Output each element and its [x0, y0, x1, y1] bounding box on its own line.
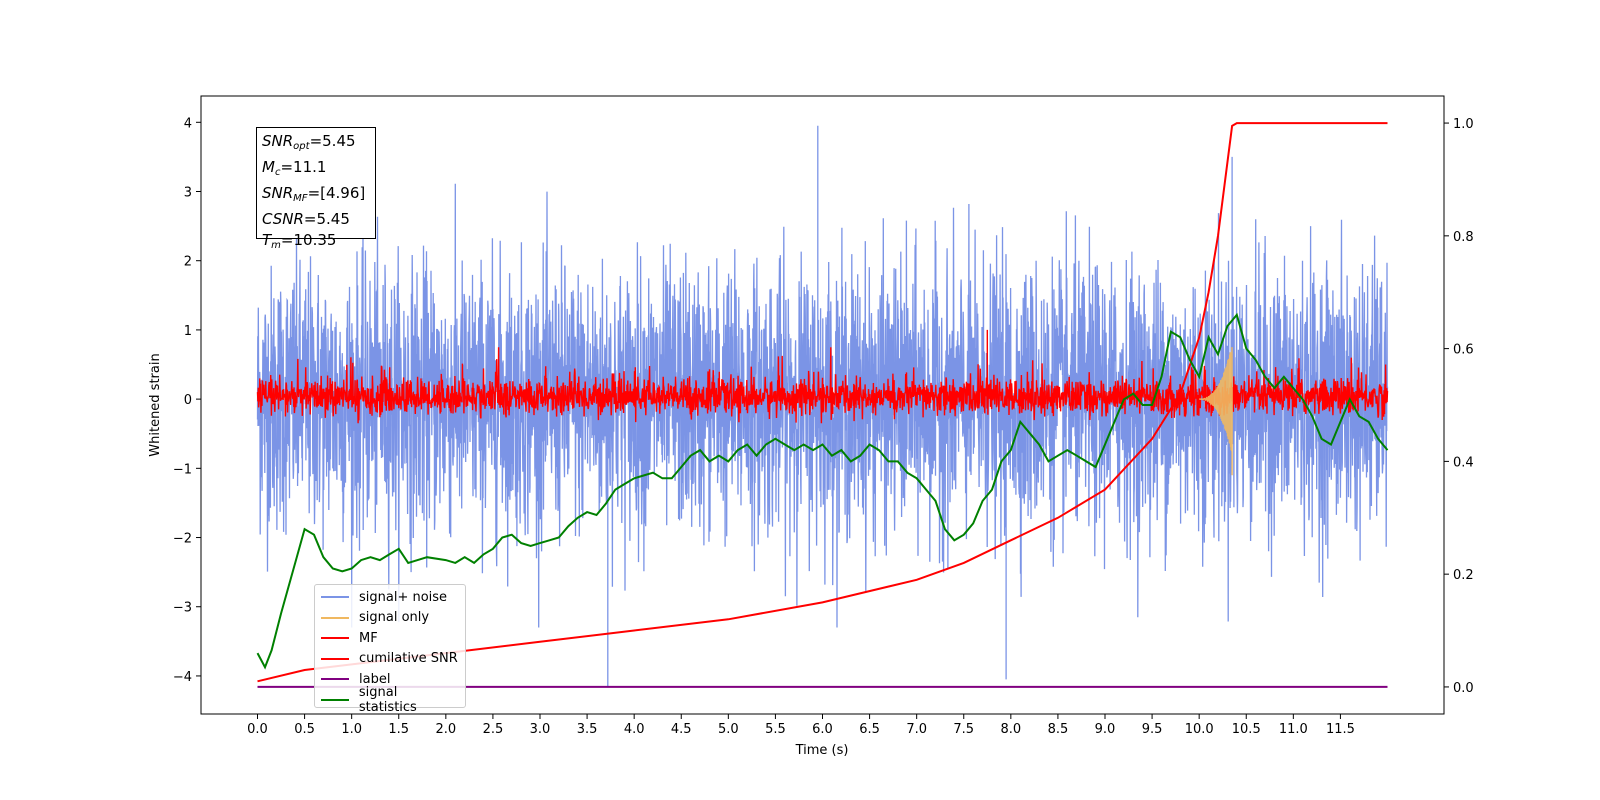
x-tick-label: 3.0 [530, 722, 551, 737]
x-axis-label: Time (s) [795, 743, 849, 758]
legend-entry: signal only [321, 608, 459, 629]
legend-swatch [321, 637, 349, 640]
x-tick-label: 7.5 [953, 722, 974, 737]
y-tick-label: 2 [184, 255, 192, 270]
legend-swatch [321, 657, 349, 660]
legend-entry: cumilative SNR [321, 649, 459, 670]
legend-label: signal statistics [358, 684, 417, 715]
snr-mf-label: SNRMF=[4.96] [262, 184, 366, 204]
series-mf-line [256, 329, 1389, 424]
legend-entry: MF [321, 628, 459, 649]
stats-annotation-box: SNRopt=5.45 Mc=11.1 SNRMF=[4.96] CSNR=5.… [256, 127, 376, 251]
y-tick-label: 4 [184, 116, 192, 131]
y-axis-label: Whitened strain [148, 353, 163, 456]
x-tick-label: 1.0 [341, 722, 362, 737]
legend-label: MF [359, 630, 378, 646]
csnr-label: CSNR=5.45 [262, 210, 350, 228]
axes: 0.0 0.5 1.0 1.5 2.0 2.5 3.0 3.5 4.0 4.5 5.0 5.5 6.0 6… [173, 116, 1474, 737]
legend-swatch [321, 616, 349, 619]
x-tick-label: 9.5 [1142, 722, 1163, 737]
legend-label: label [359, 671, 391, 687]
series-signal-noise-line [256, 125, 1389, 687]
series-cumulative-snr-line [257, 122, 1388, 683]
x-tick-label: 11.0 [1279, 722, 1308, 737]
x-tick-label: 8.0 [1000, 722, 1021, 737]
x-tick-label: 6.5 [859, 722, 880, 737]
x-tick-label: 10.0 [1185, 722, 1214, 737]
y-tick-label: −4 [173, 670, 192, 685]
x-tick-label: 9.0 [1095, 722, 1116, 737]
x-tick-label: 1.5 [388, 722, 409, 737]
y-tick-label: −1 [173, 462, 192, 477]
x-tick-label: 3.5 [577, 722, 598, 737]
y-tick-label: −3 [173, 601, 192, 616]
legend-entry: signal statistics [321, 685, 459, 715]
y2-tick-label: 0.0 [1453, 681, 1474, 696]
y2-tick-label: 0.8 [1453, 230, 1474, 245]
x-tick-label: 4.5 [671, 722, 692, 737]
merger-time-label: Tm=10.35 [262, 231, 337, 251]
legend-label: signal+ noise [359, 589, 448, 605]
x-tick-label: 2.5 [483, 722, 504, 737]
legend-label: cumilative SNR [359, 651, 458, 667]
legend-swatch [321, 596, 349, 599]
legend-swatch [321, 698, 349, 701]
x-tick-label: 11.5 [1326, 722, 1355, 737]
legend-label: signal only [359, 610, 430, 626]
legend-entry: signal+ noise [321, 587, 459, 608]
legend: signal+ noise signal only MF cumilative SNR… [314, 584, 466, 715]
y2-tick-label: 0.4 [1453, 455, 1474, 470]
y-tick-label: −2 [173, 532, 192, 547]
y2-tick-label: 0.2 [1453, 568, 1474, 583]
series-signal-statistics-line [256, 312, 1389, 670]
x-tick-label: 0.5 [294, 722, 315, 737]
x-tick-label: 7.0 [906, 722, 927, 737]
series-signal-only-line [1199, 347, 1233, 476]
x-tick-label: 8.5 [1048, 722, 1069, 737]
y-tick-label: 3 [184, 186, 192, 201]
chirp-mass-label: Mc=11.1 [262, 158, 327, 178]
x-tick-label: 0.0 [247, 722, 268, 737]
x-tick-label: 10.5 [1232, 722, 1261, 737]
y-tick-label: 1 [184, 324, 192, 339]
legend-swatch [321, 678, 349, 681]
x-tick-label: 6.0 [812, 722, 833, 737]
x-tick-label: 5.5 [765, 722, 786, 737]
plot-content [256, 122, 1389, 688]
y2-tick-label: 0.6 [1453, 343, 1474, 358]
x-tick-label: 5.0 [718, 722, 739, 737]
y2-tick-label: 1.0 [1453, 117, 1474, 132]
snr-opt-label: SNRopt=5.45 [262, 132, 356, 152]
legend-entry: label [321, 669, 459, 690]
x-tick-label: 4.0 [624, 722, 645, 737]
x-tick-label: 2.0 [435, 722, 456, 737]
y-tick-label: 0 [184, 393, 192, 408]
